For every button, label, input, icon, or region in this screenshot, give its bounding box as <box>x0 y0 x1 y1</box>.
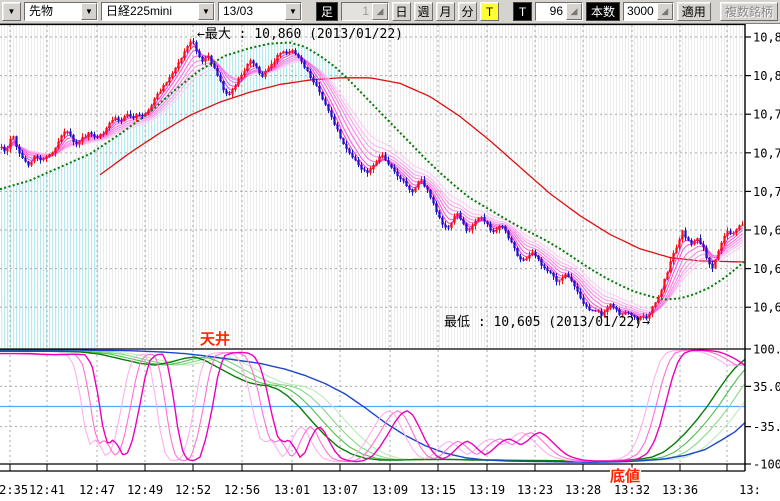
tick-count-value: 96 <box>536 3 567 20</box>
period-minute-button[interactable]: 分 <box>458 2 478 21</box>
axis-tick-label: 10,650 <box>753 262 780 276</box>
spinner-icon[interactable]: ◢ <box>656 3 673 20</box>
multi-symbol-button[interactable]: 複数銘柄 <box>719 2 778 21</box>
spinner-icon[interactable]: ◢ <box>372 3 389 20</box>
honsu-value: 3000 <box>624 3 657 20</box>
symbol-combobox[interactable]: 日経225mini ▼ <box>101 2 215 21</box>
axis-tick-label: -35.00 <box>753 420 780 434</box>
axis-tick-label: 13:07 <box>322 483 358 497</box>
symbol-value: 日経225mini <box>102 3 198 20</box>
axis-tick-label: 10,615 <box>753 301 780 315</box>
axis-tick-label: 10,825 <box>753 69 780 83</box>
axis-tick-label: 100.00 <box>753 343 780 357</box>
axis-tick-label: -100.00 <box>753 458 780 472</box>
axis-tick-label: 10,860 <box>753 31 780 45</box>
mini-dropdown-button[interactable]: ▼ <box>2 2 21 21</box>
max-price-annotation: ←最大 : 10,860 (2013/01/22) <box>197 27 403 42</box>
axis-tick-label: 13:01 <box>274 483 310 497</box>
axis-tick-label: 12:52 <box>175 483 211 497</box>
axis-tick-label: 35.00 <box>753 380 780 394</box>
axis-tick-label: 13:15 <box>420 483 456 497</box>
axis-tick-label: 12:41 <box>29 483 65 497</box>
axis-tick-label: 13:36 <box>662 483 698 497</box>
axis-tick-label: 13:09 <box>372 483 408 497</box>
axis-tick-label: 12:56 <box>224 483 260 497</box>
axis-tick-label: 12:47 <box>79 483 115 497</box>
spinner-icon[interactable]: ◢ <box>566 3 583 20</box>
honsu-spinner[interactable]: 3000 ◢ <box>623 2 674 21</box>
chevron-down-icon[interactable]: ▼ <box>285 3 301 20</box>
chart-toolbar: ▼ 先物 ▼ 日経225mini ▼ 13/03 ▼ 足 1 ◢ 日 週 月 分… <box>0 0 780 24</box>
tick-label: T <box>513 2 533 21</box>
axis-tick-label: 10,720 <box>753 185 780 199</box>
chevron-down-icon: ▼ <box>7 6 16 16</box>
axis-tick-label: 10,755 <box>753 146 780 160</box>
price-chart[interactable]: 10,860 10,825 10,790 10,755 10,720 10,685 10,6… <box>0 24 780 501</box>
axis-tick-label: 13:19 <box>469 483 505 497</box>
apply-button[interactable]: 適用 <box>676 2 711 21</box>
period-week-button[interactable]: 週 <box>414 2 434 21</box>
chart-area: 10,860 10,825 10,790 10,755 10,720 10,685 10,6… <box>0 24 780 501</box>
axis-tick-label: 12:49 <box>127 483 163 497</box>
axis-tick-label: 13:28 <box>565 483 601 497</box>
ashi-spinner[interactable]: 1 ◢ <box>341 2 390 21</box>
axis-tick-label: 13:23 <box>517 483 553 497</box>
ceiling-label: 天井 <box>200 330 230 348</box>
axis-tick-label: 12:35 <box>0 483 28 497</box>
market-combobox[interactable]: 先物 ▼ <box>24 2 98 21</box>
honsu-label: 本数 <box>586 2 621 21</box>
ashi-value: 1 <box>342 3 373 20</box>
axis-tick-label: 13: <box>739 483 761 497</box>
market-value: 先物 <box>25 3 81 20</box>
min-price-annotation: 最低 : 10,605 (2013/01/22)→ <box>444 315 650 330</box>
chevron-down-icon[interactable]: ▼ <box>198 3 214 20</box>
period-month-button[interactable]: 月 <box>436 2 456 21</box>
period-day-button[interactable]: 日 <box>392 2 412 21</box>
axis-tick-label: 10,790 <box>753 108 780 122</box>
contract-value: 13/03 <box>219 3 285 20</box>
contract-combobox[interactable]: 13/03 ▼ <box>218 2 302 21</box>
ashi-label: 足 <box>316 2 339 21</box>
tick-mode-button[interactable]: T <box>480 2 500 21</box>
axis-tick-label: 10,685 <box>753 224 780 238</box>
chevron-down-icon[interactable]: ▼ <box>81 3 97 20</box>
floor-label: 底値 <box>610 467 640 485</box>
axis-tick-label: 13:32 <box>614 483 650 497</box>
tick-count-spinner[interactable]: 96 ◢ <box>535 2 584 21</box>
